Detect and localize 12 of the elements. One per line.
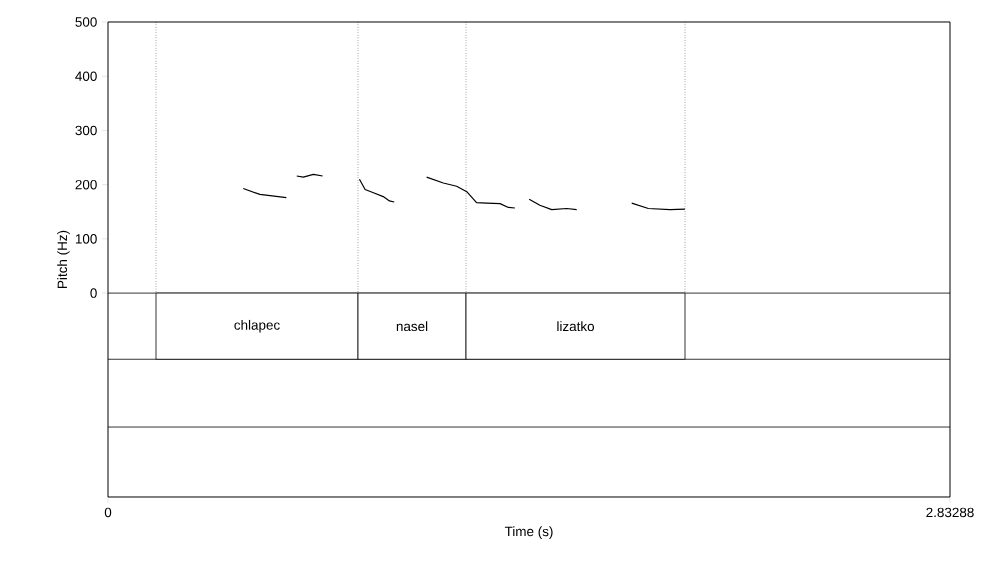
y-tick-label: 100 <box>75 234 97 244</box>
y-tick-label: 500 <box>75 17 97 27</box>
band-label: nasel <box>396 321 428 332</box>
y-tick-label: 400 <box>75 71 97 81</box>
x-axis-title: Time (s) <box>504 526 553 539</box>
x-tick-label: 2.83288 <box>926 507 974 518</box>
band-label: chlapec <box>234 319 280 333</box>
y-tick-label: 300 <box>75 125 97 136</box>
band-label: lizatko <box>557 321 595 332</box>
y-tick-label: 200 <box>75 179 97 190</box>
y-axis-title: Pitch (Hz) <box>57 230 70 288</box>
y-tick-label: 0 <box>90 288 97 298</box>
